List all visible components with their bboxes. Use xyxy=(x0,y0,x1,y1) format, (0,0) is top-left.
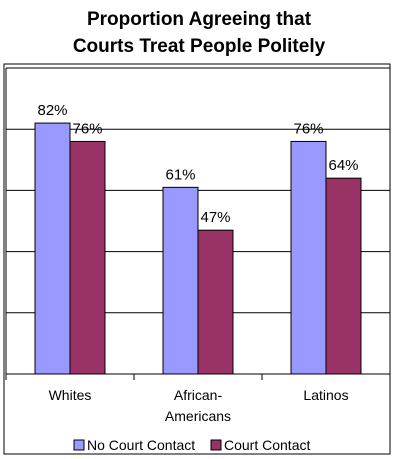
bar-court-contact xyxy=(69,140,106,375)
bar-no-court-contact xyxy=(290,140,327,375)
legend-entry: No Court Contact xyxy=(87,437,195,453)
category-label: Latinos xyxy=(303,387,348,403)
data-label: 64% xyxy=(328,157,358,174)
legend-swatch xyxy=(210,439,222,451)
chart-title-line-2: Courts Treat People Politely xyxy=(73,36,326,57)
data-label: 76% xyxy=(72,120,102,137)
legend: No Court Contact Court Contact xyxy=(73,437,310,453)
data-label: 61% xyxy=(165,166,195,183)
x-ticks xyxy=(5,374,391,380)
legend-swatch xyxy=(73,439,85,451)
data-label: 82% xyxy=(37,102,67,119)
category-label: African- xyxy=(174,387,223,403)
category-label: Whites xyxy=(49,387,92,403)
bar-court-contact xyxy=(197,229,234,375)
bars: 82% 76% 61% 47% 76% 64% xyxy=(34,102,362,375)
bar-court-contact xyxy=(325,177,362,375)
data-label: 47% xyxy=(200,209,230,226)
category-labels: Whites African- Americans Latinos xyxy=(49,387,349,424)
plot-frame xyxy=(3,63,391,455)
bar-no-court-contact xyxy=(162,186,199,375)
bar-no-court-contact xyxy=(34,122,71,375)
legend-entry: Court Contact xyxy=(224,437,310,453)
category-label: Americans xyxy=(165,408,231,424)
data-label: 76% xyxy=(293,120,323,137)
chart-title-line-1: Proportion Agreeing that xyxy=(87,9,312,30)
